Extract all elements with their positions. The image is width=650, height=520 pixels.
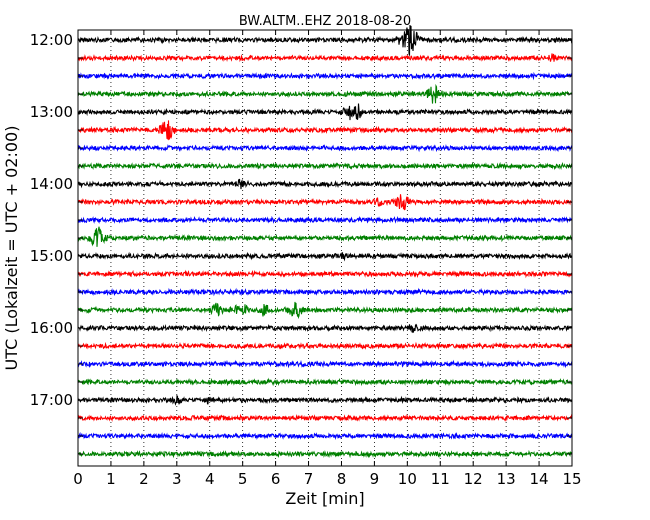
trace-1400 [77,178,573,190]
trace-1345 [77,161,573,171]
y-tick-label-4: 16:00 [30,319,73,337]
trace-1230 [77,71,573,81]
seismogram-traces [77,24,573,459]
trace-1600 [77,323,573,334]
x-tick-label-14: 14 [530,470,549,488]
y-tick-label-2: 14:00 [30,175,73,193]
trace-1645 [77,377,573,387]
x-tick-label-6: 6 [271,470,281,488]
trace-1315 [77,120,573,141]
x-tick-label-5: 5 [238,470,248,488]
x-tick-label-12: 12 [464,470,483,488]
chart-title: BW.ALTM..EHZ 2018-08-20 [239,14,411,29]
trace-1245 [77,83,573,104]
x-tick-label-13: 13 [497,470,516,488]
trace-1700 [77,394,573,406]
trace-1730 [77,431,573,440]
x-tick-label-7: 7 [304,470,314,488]
trace-1430 [77,215,572,225]
x-tick-label-1: 1 [106,470,116,488]
trace-1745 [77,449,573,459]
trace-1415 [77,194,573,211]
x-axis-label: Zeit [min] [285,489,364,508]
x-tick-label-2: 2 [139,470,149,488]
trace-1545 [77,301,573,320]
y-axis-label: UTC (Lokalzeit = UTC + 02:00) [2,126,21,371]
grid-lines [110,30,540,466]
trace-1630 [77,359,573,369]
trace-1215 [77,53,573,63]
y-tick-label-1: 13:00 [30,103,73,121]
y-tick-label-0: 12:00 [30,31,73,49]
axes: 0 1 2 3 4 5 6 7 8 9 10 11 12 13 14 1512:0013:0014:0015:… [30,30,582,488]
x-tick-label-0: 0 [73,470,83,488]
x-tick-label-4: 4 [205,470,215,488]
trace-1500 [77,251,573,262]
y-tick-label-3: 15:00 [30,247,73,265]
trace-1330 [77,143,573,153]
x-tick-label-9: 9 [370,470,380,488]
trace-1530 [77,287,573,297]
x-tick-label-11: 11 [431,470,450,488]
x-tick-label-10: 10 [398,470,417,488]
x-tick-label-15: 15 [562,470,581,488]
trace-1715 [77,413,573,423]
x-tick-label-3: 3 [172,470,182,488]
trace-1615 [77,341,573,351]
trace-1515 [77,269,573,279]
trace-1200 [77,24,573,56]
y-tick-label-5: 17:00 [30,391,73,409]
trace-1445 [77,226,573,247]
x-tick-label-8: 8 [337,470,347,488]
trace-1300 [77,103,573,121]
plot-frame [77,29,573,467]
